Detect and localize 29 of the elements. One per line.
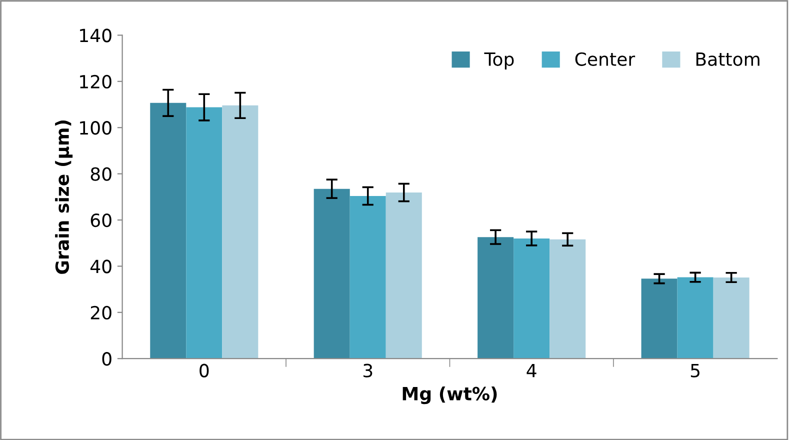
legend-label: Center bbox=[575, 52, 636, 66]
x-axis-title: Mg (wt%) bbox=[402, 386, 497, 404]
bar bbox=[150, 102, 186, 359]
bar bbox=[514, 238, 550, 359]
bar bbox=[641, 278, 678, 359]
bar bbox=[478, 237, 514, 359]
bar bbox=[550, 239, 586, 359]
x-tick-label: 3 bbox=[364, 364, 372, 378]
y-tick-label: 80 bbox=[90, 167, 112, 181]
y-tick-label: 140 bbox=[80, 28, 112, 42]
y-tick-label: 40 bbox=[90, 260, 112, 274]
y-tick-label: 100 bbox=[80, 121, 112, 135]
bar bbox=[222, 105, 258, 359]
bar bbox=[186, 107, 222, 359]
legend-label: Battom bbox=[696, 52, 760, 66]
bar bbox=[713, 278, 750, 359]
y-tick-label: 20 bbox=[90, 306, 112, 320]
y-tick-label: 0 bbox=[102, 352, 112, 366]
y-axis-title: Grain size (µm) bbox=[55, 120, 73, 274]
bar bbox=[350, 196, 386, 359]
bar bbox=[314, 188, 350, 359]
y-tick-label: 120 bbox=[80, 74, 112, 89]
legend-label: Top bbox=[484, 52, 514, 70]
bar bbox=[677, 277, 714, 359]
bar bbox=[386, 192, 422, 359]
x-tick-label: 5 bbox=[690, 364, 700, 378]
x-tick-label: 4 bbox=[526, 364, 536, 378]
x-tick-label: 0 bbox=[200, 364, 209, 378]
y-tick-label: 60 bbox=[90, 213, 112, 228]
